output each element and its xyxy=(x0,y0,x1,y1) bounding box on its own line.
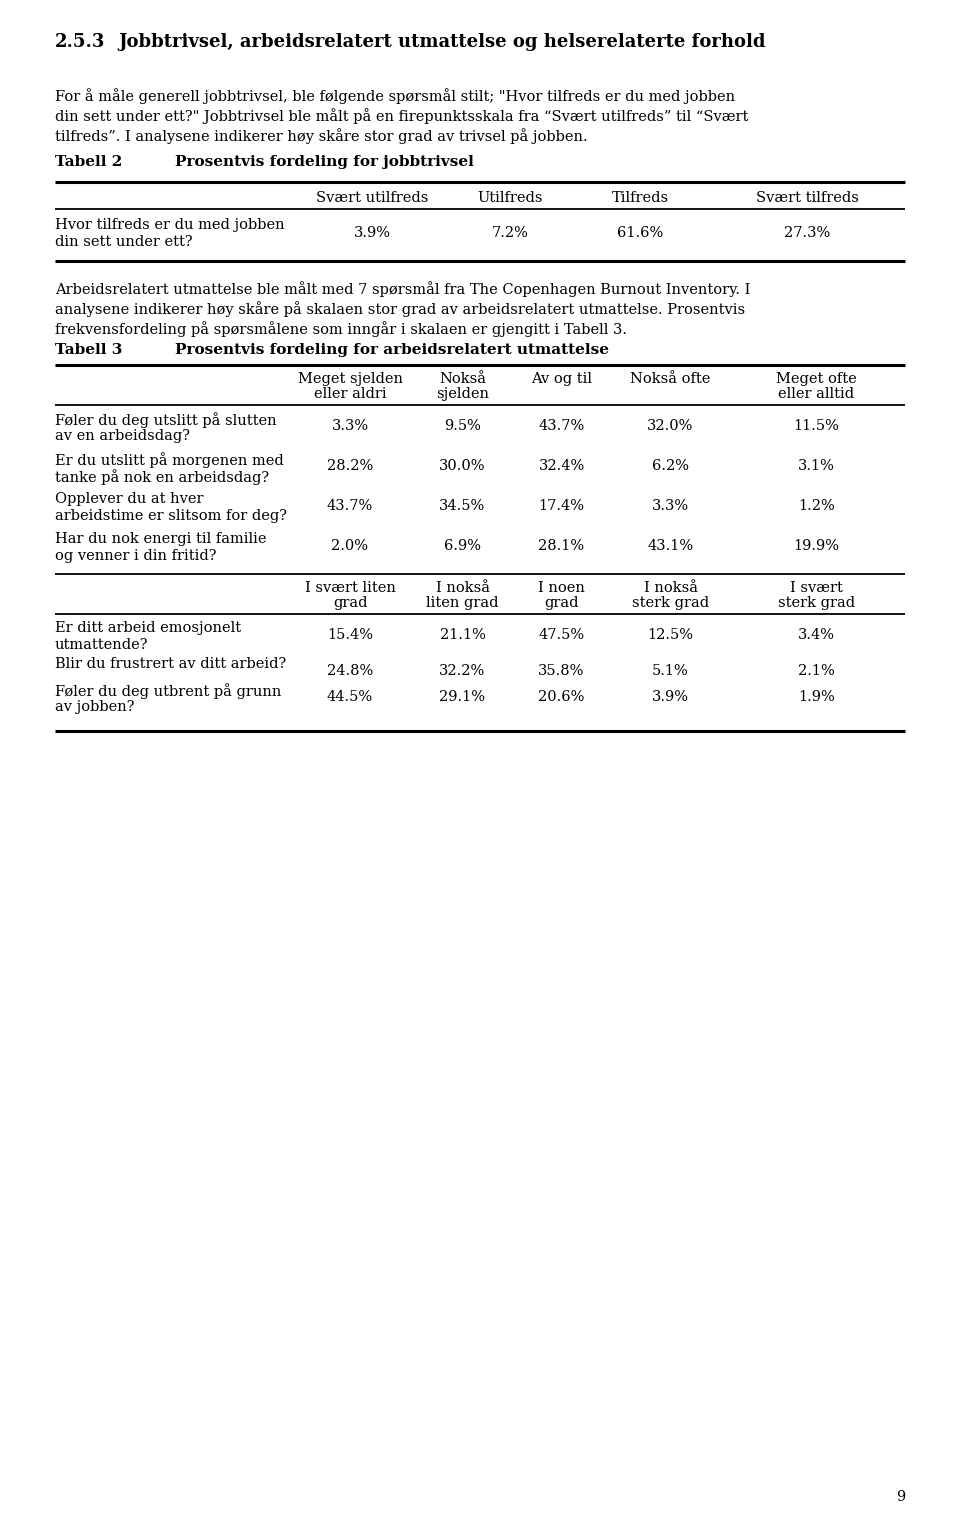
Text: og venner i din fritid?: og venner i din fritid? xyxy=(55,550,217,563)
Text: 24.8%: 24.8% xyxy=(326,663,373,679)
Text: 47.5%: 47.5% xyxy=(539,628,585,642)
Text: 3.9%: 3.9% xyxy=(652,691,689,704)
Text: Har du nok energi til familie: Har du nok energi til familie xyxy=(55,531,267,546)
Text: 32.2%: 32.2% xyxy=(440,663,486,679)
Text: 6.2%: 6.2% xyxy=(652,458,689,474)
Text: 6.9%: 6.9% xyxy=(444,539,481,553)
Text: 11.5%: 11.5% xyxy=(794,419,839,433)
Text: 5.1%: 5.1% xyxy=(652,663,689,679)
Text: grad: grad xyxy=(544,597,579,610)
Text: tanke på nok en arbeidsdag?: tanke på nok en arbeidsdag? xyxy=(55,469,269,484)
Text: tilfreds”. I analysene indikerer høy skåre stor grad av trivsel på jobben.: tilfreds”. I analysene indikerer høy skå… xyxy=(55,128,588,144)
Text: eller aldri: eller aldri xyxy=(314,387,386,401)
Text: 17.4%: 17.4% xyxy=(539,499,585,513)
Text: Tilfreds: Tilfreds xyxy=(612,191,668,205)
Text: I nokså: I nokså xyxy=(436,581,490,595)
Text: 43.7%: 43.7% xyxy=(539,419,585,433)
Text: Føler du deg utbrent på grunn: Føler du deg utbrent på grunn xyxy=(55,683,281,698)
Text: Svært utilfreds: Svært utilfreds xyxy=(316,191,429,205)
Text: 3.4%: 3.4% xyxy=(798,628,835,642)
Text: 15.4%: 15.4% xyxy=(327,628,373,642)
Text: utmattende?: utmattende? xyxy=(55,638,149,653)
Text: frekvensfordeling på spørsmålene som inngår i skalaen er gjengitt i Tabell 3.: frekvensfordeling på spørsmålene som inn… xyxy=(55,320,627,337)
Text: av en arbeidsdag?: av en arbeidsdag? xyxy=(55,430,190,443)
Text: Nokså ofte: Nokså ofte xyxy=(631,372,710,386)
Text: Meget sjelden: Meget sjelden xyxy=(298,372,402,386)
Text: Føler du deg utslitt på slutten: Føler du deg utslitt på slutten xyxy=(55,411,276,428)
Text: Nokså: Nokså xyxy=(439,372,486,386)
Text: 35.8%: 35.8% xyxy=(539,663,585,679)
Text: Er ditt arbeid emosjonelt: Er ditt arbeid emosjonelt xyxy=(55,621,241,635)
Text: 1.2%: 1.2% xyxy=(798,499,835,513)
Text: 27.3%: 27.3% xyxy=(784,226,830,240)
Text: liten grad: liten grad xyxy=(426,597,499,610)
Text: 43.1%: 43.1% xyxy=(647,539,693,553)
Text: 61.6%: 61.6% xyxy=(617,226,663,240)
Text: I svært: I svært xyxy=(790,581,843,595)
Text: 9.5%: 9.5% xyxy=(444,419,481,433)
Text: 7.2%: 7.2% xyxy=(492,226,528,240)
Text: Utilfreds: Utilfreds xyxy=(477,191,542,205)
Text: 34.5%: 34.5% xyxy=(440,499,486,513)
Text: I noen: I noen xyxy=(538,581,585,595)
Text: I svært liten: I svært liten xyxy=(304,581,396,595)
Text: 20.6%: 20.6% xyxy=(539,691,585,704)
Text: 3.9%: 3.9% xyxy=(354,226,391,240)
Text: 2.0%: 2.0% xyxy=(331,539,369,553)
Text: sterk grad: sterk grad xyxy=(778,597,855,610)
Text: I nokså: I nokså xyxy=(643,581,698,595)
Text: 30.0%: 30.0% xyxy=(440,458,486,474)
Text: 1.9%: 1.9% xyxy=(798,691,835,704)
Text: arbeidstime er slitsom for deg?: arbeidstime er slitsom for deg? xyxy=(55,509,287,524)
Text: Tabell 3: Tabell 3 xyxy=(55,343,122,357)
Text: Er du utslitt på morgenen med: Er du utslitt på morgenen med xyxy=(55,452,284,468)
Text: 3.3%: 3.3% xyxy=(652,499,689,513)
Text: 28.1%: 28.1% xyxy=(539,539,585,553)
Text: 29.1%: 29.1% xyxy=(440,691,486,704)
Text: 28.2%: 28.2% xyxy=(326,458,373,474)
Text: Prosentvis fordeling for jobbtrivsel: Prosentvis fordeling for jobbtrivsel xyxy=(175,155,474,168)
Text: Arbeidsrelatert utmattelse ble målt med 7 spørsmål fra The Copenhagen Burnout In: Arbeidsrelatert utmattelse ble målt med … xyxy=(55,281,751,298)
Text: eller alltid: eller alltid xyxy=(779,387,854,401)
Text: 12.5%: 12.5% xyxy=(647,628,693,642)
Text: Opplever du at hver: Opplever du at hver xyxy=(55,492,204,505)
Text: 3.1%: 3.1% xyxy=(798,458,835,474)
Text: 44.5%: 44.5% xyxy=(327,691,373,704)
Text: analysene indikerer høy skåre på skalaen stor grad av arbeidsrelatert utmattelse: analysene indikerer høy skåre på skalaen… xyxy=(55,301,745,317)
Text: Hvor tilfreds er du med jobben: Hvor tilfreds er du med jobben xyxy=(55,219,284,232)
Text: For å måle generell jobbtrivsel, ble følgende spørsmål stilt; "Hvor tilfreds er : For å måle generell jobbtrivsel, ble føl… xyxy=(55,88,735,103)
Text: 3.3%: 3.3% xyxy=(331,419,369,433)
Text: Meget ofte: Meget ofte xyxy=(776,372,857,386)
Text: Jobbtrivsel, arbeidsrelatert utmattelse og helserelaterte forhold: Jobbtrivsel, arbeidsrelatert utmattelse … xyxy=(118,33,765,52)
Text: din sett under ett?: din sett under ett? xyxy=(55,235,193,249)
Text: Tabell 2: Tabell 2 xyxy=(55,155,122,168)
Text: 43.7%: 43.7% xyxy=(326,499,373,513)
Text: grad: grad xyxy=(333,597,368,610)
Text: din sett under ett?" Jobbtrivsel ble målt på en firepunktsskala fra “Svært utilf: din sett under ett?" Jobbtrivsel ble mål… xyxy=(55,108,749,124)
Text: 9: 9 xyxy=(896,1491,905,1504)
Text: Svært tilfreds: Svært tilfreds xyxy=(756,191,859,205)
Text: av jobben?: av jobben? xyxy=(55,700,134,713)
Text: 19.9%: 19.9% xyxy=(794,539,839,553)
Text: 32.4%: 32.4% xyxy=(539,458,585,474)
Text: 21.1%: 21.1% xyxy=(440,628,486,642)
Text: sjelden: sjelden xyxy=(436,387,489,401)
Text: Blir du frustrert av ditt arbeid?: Blir du frustrert av ditt arbeid? xyxy=(55,657,286,671)
Text: 2.1%: 2.1% xyxy=(798,663,835,679)
Text: 2.5.3: 2.5.3 xyxy=(55,33,106,52)
Text: Prosentvis fordeling for arbeidsrelatert utmattelse: Prosentvis fordeling for arbeidsrelatert… xyxy=(175,343,609,357)
Text: 32.0%: 32.0% xyxy=(647,419,694,433)
Text: sterk grad: sterk grad xyxy=(632,597,709,610)
Text: Av og til: Av og til xyxy=(531,372,592,386)
